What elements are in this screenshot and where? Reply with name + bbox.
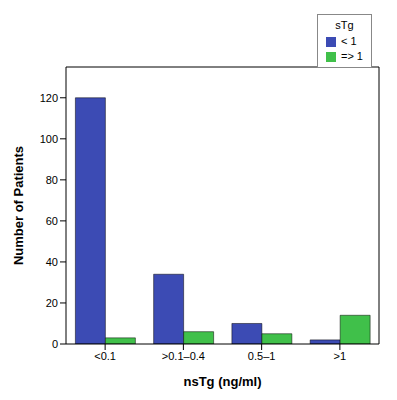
svg-text:100: 100 xyxy=(40,133,58,145)
svg-text:0.5–1: 0.5–1 xyxy=(248,350,276,362)
svg-text:40: 40 xyxy=(46,256,58,268)
svg-text:80: 80 xyxy=(46,174,58,186)
svg-text:0: 0 xyxy=(52,338,58,350)
svg-text:Number of Patients: Number of Patients xyxy=(11,146,26,265)
html-text:sTg: sTg xyxy=(335,19,354,31)
svg-text:20: 20 xyxy=(46,297,58,309)
html-text:=> 1: => 1 xyxy=(341,50,363,62)
svg-text:60: 60 xyxy=(46,215,58,227)
svg-text:>0.1–0.4: >0.1–0.4 xyxy=(162,350,205,362)
svg-text:>1: >1 xyxy=(334,350,347,362)
svg-text:<0.1: <0.1 xyxy=(94,350,116,362)
html-text:< 1: < 1 xyxy=(341,35,357,47)
svg-text:nsTg (ng/ml): nsTg (ng/ml) xyxy=(184,374,262,389)
svg-text:120: 120 xyxy=(40,92,58,104)
